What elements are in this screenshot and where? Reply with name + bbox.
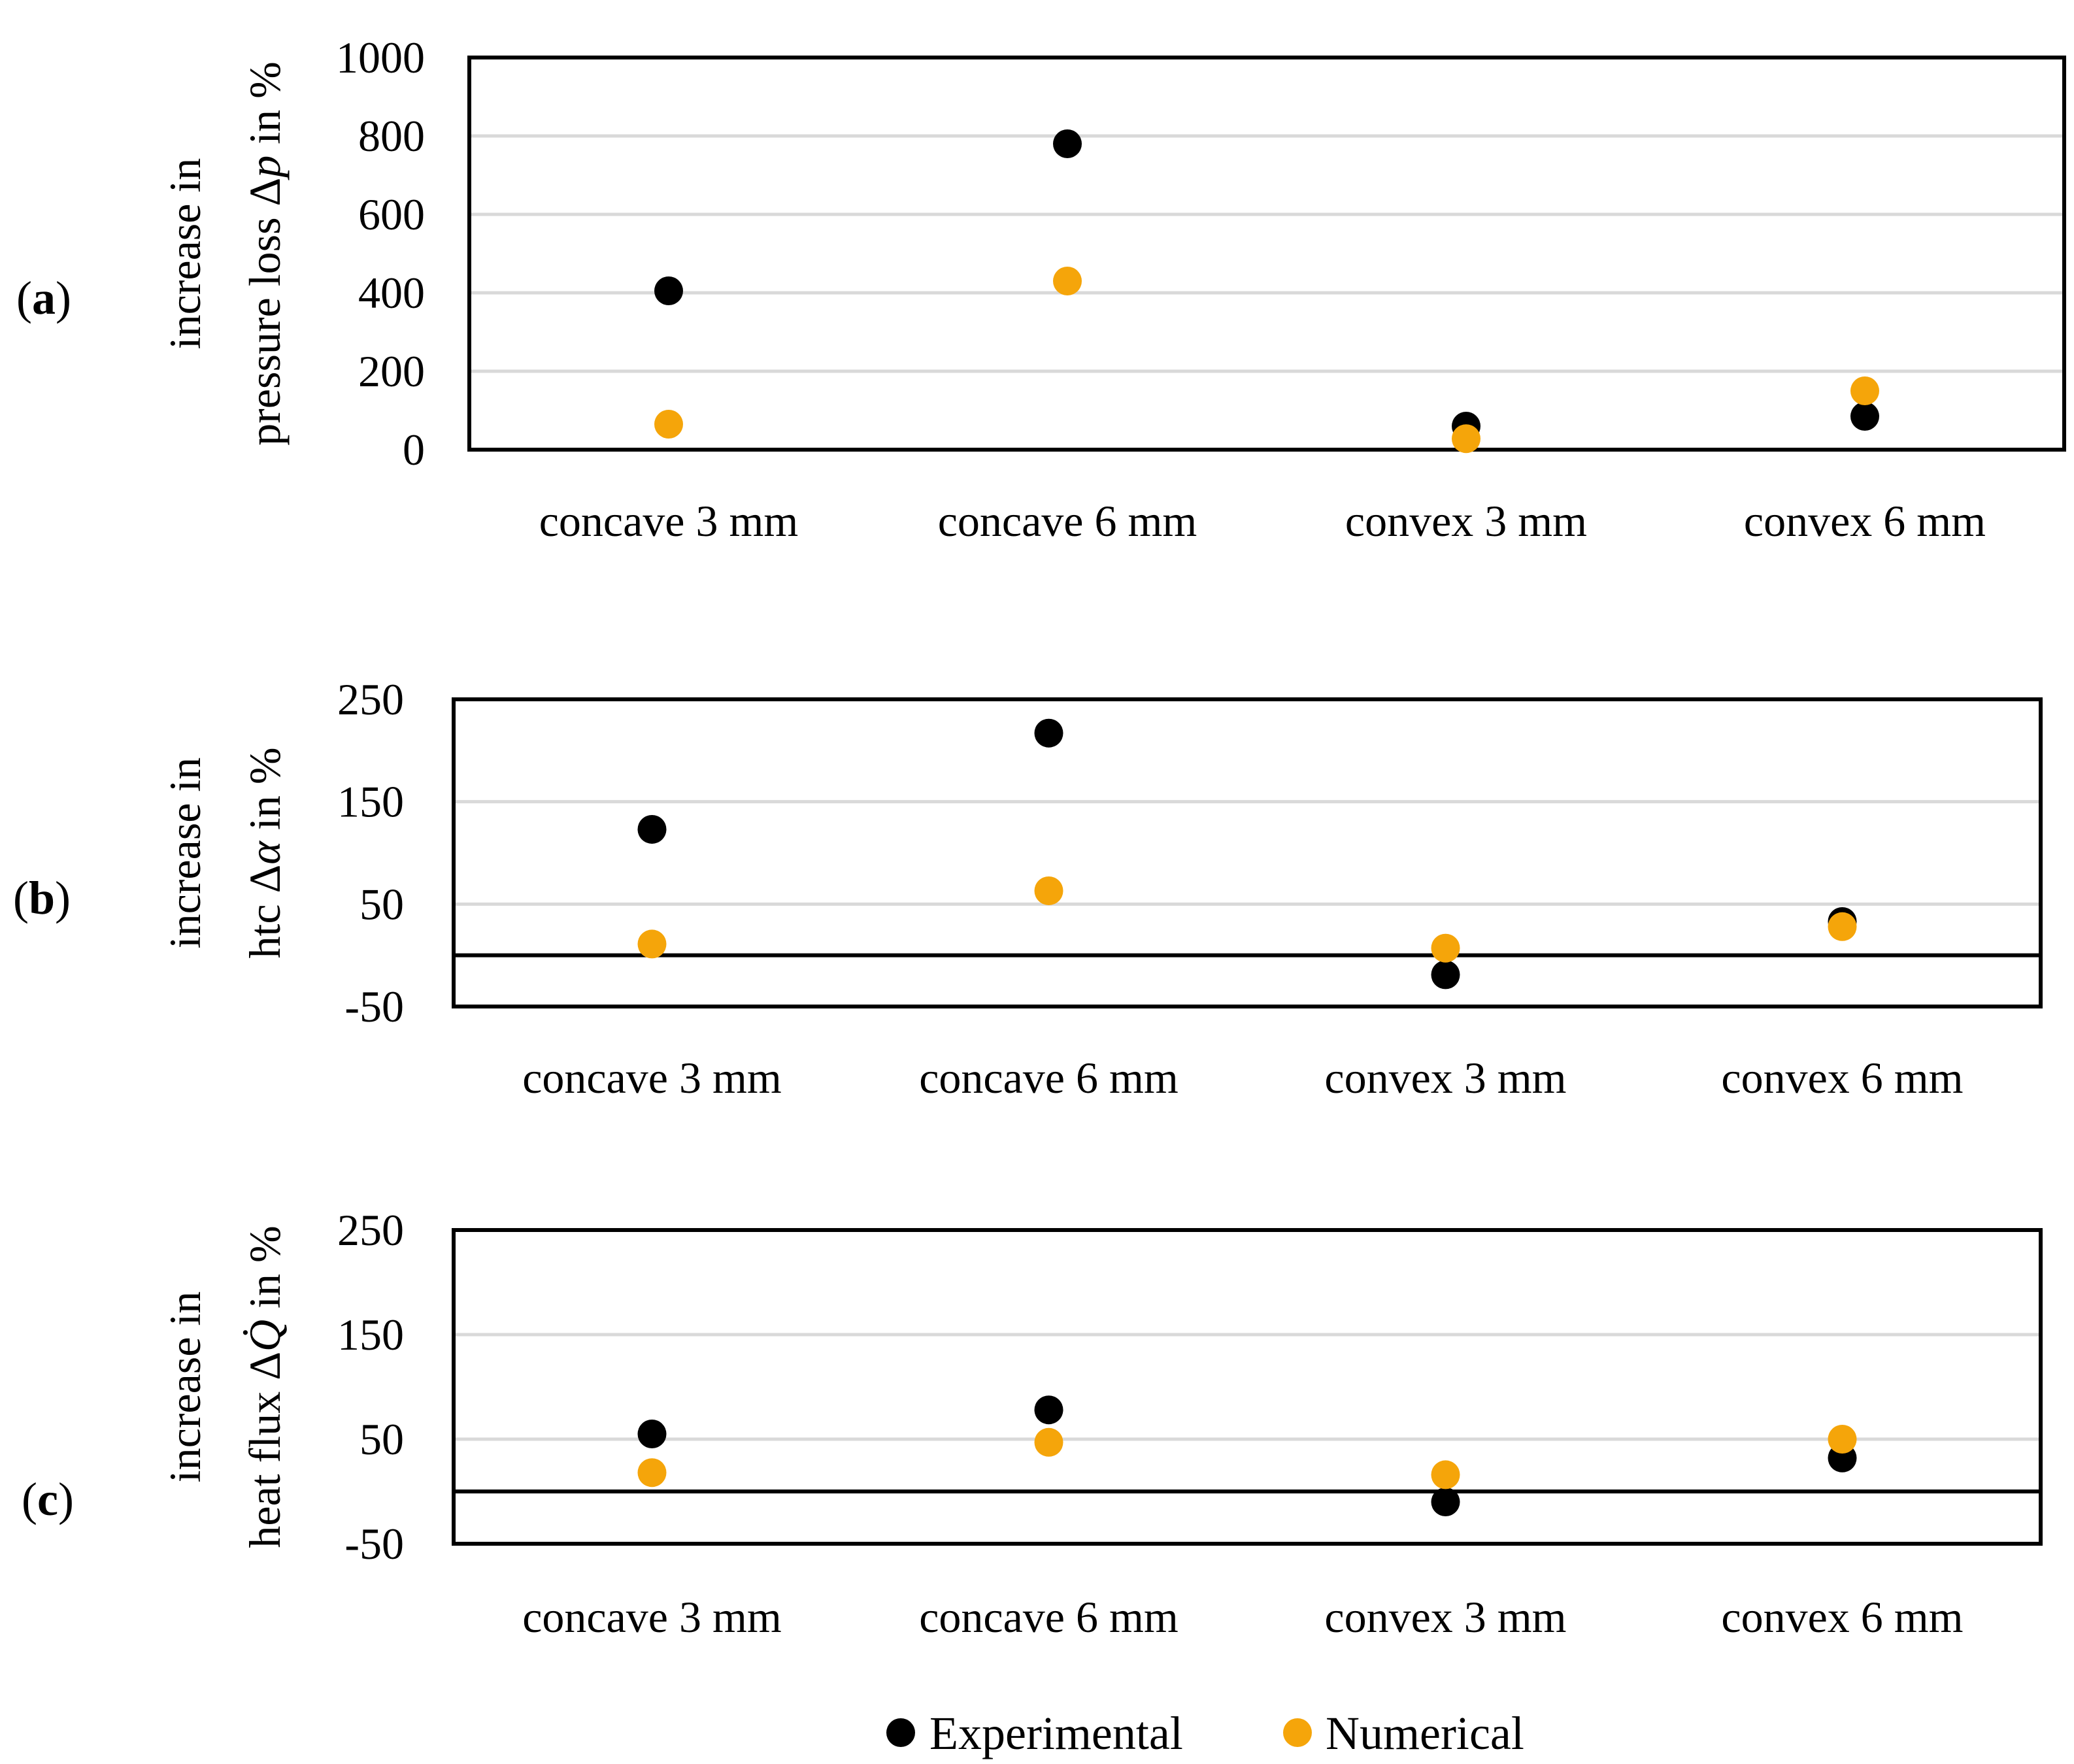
y-axis-label-prefix: heat flux Δ	[240, 1352, 290, 1548]
data-point-numerical	[1452, 424, 1480, 454]
panel-label-open: (	[16, 272, 32, 324]
plot-frame	[467, 56, 2066, 452]
y-axis-label-line2: pressure loss Δp in %	[240, 61, 290, 446]
y-axis-label-line1: increase in	[160, 1291, 210, 1483]
data-point-experimental	[654, 276, 683, 305]
x-category-label: concave 6 mm	[919, 1592, 1179, 1642]
data-point-experimental	[1431, 960, 1460, 990]
y-axis-label-suffix: in %	[240, 1225, 290, 1320]
panel-label-a: (a)	[16, 272, 71, 324]
y-tick-label: 50	[360, 1414, 404, 1464]
y-tick-label: 200	[358, 346, 425, 396]
x-category-label: concave 3 mm	[539, 496, 799, 546]
x-category-label: convex 3 mm	[1345, 496, 1587, 546]
legend-label-experimental: Experimental	[929, 1707, 1183, 1759]
y-axis-label-line2: heat flux ΔQ̇ in %	[240, 1225, 290, 1548]
y-axis-label-prefix: htc Δ	[240, 865, 290, 959]
y-axis-label-prefix: pressure loss Δ	[240, 178, 290, 446]
data-point-experimental	[637, 814, 667, 844]
y-axis-label-variable: α	[240, 840, 290, 865]
data-point-numerical	[637, 929, 667, 959]
data-point-numerical	[1053, 267, 1082, 295]
chart-panel-c: -50 50 150 250 concave 3 mm concave 6 mm conve…	[22, 1205, 2043, 1642]
panel-label-open: (	[22, 1473, 37, 1525]
y-axis-label-line2: htc Δα in %	[240, 747, 290, 958]
y-tick-label: 150	[337, 777, 404, 827]
x-category-label: concave 3 mm	[522, 1053, 782, 1103]
chart-panel-b: -50 50 150 250 concave 3 mm concave 6 mm conve…	[13, 674, 2043, 1103]
legend-marker-experimental	[886, 1718, 915, 1747]
data-point-experimental	[1034, 718, 1063, 748]
data-point-numerical	[1850, 376, 1879, 405]
panel-label-c: (c)	[22, 1473, 74, 1525]
legend: Experimental Numerical	[886, 1707, 1524, 1759]
x-category-label: convex 3 mm	[1324, 1053, 1566, 1103]
y-tick-label: 50	[360, 879, 404, 929]
data-point-experimental	[1034, 1395, 1063, 1425]
panel-label-open: (	[13, 872, 29, 924]
y-axis-label-line1: increase in	[160, 158, 210, 350]
data-point-numerical	[1431, 933, 1460, 963]
legend-label-numerical: Numerical	[1326, 1707, 1524, 1759]
x-category-label: concave 6 mm	[919, 1053, 1179, 1103]
data-point-experimental	[1431, 1488, 1460, 1516]
x-category-label: convex 6 mm	[1721, 1053, 1963, 1103]
y-tick-label: 0	[403, 425, 425, 474]
data-point-numerical	[1828, 1425, 1857, 1454]
y-tick-label: 600	[358, 190, 425, 239]
y-tick-label: 250	[337, 1205, 404, 1255]
x-category-label: concave 3 mm	[522, 1592, 782, 1642]
data-point-experimental	[1850, 402, 1879, 431]
y-axis-label-variable: Q̇	[240, 1320, 290, 1352]
data-point-numerical	[1034, 876, 1063, 905]
chart-panel-a: 0 200 400 600 800 1000 concave 3 mm concave 6 m…	[16, 33, 2066, 546]
y-axis-label-suffix: in %	[240, 747, 290, 841]
plot-frame	[452, 1228, 2043, 1546]
y-axis-label-line1: increase in	[160, 757, 210, 949]
y-axis-label-variable: p	[240, 156, 290, 180]
y-tick-label: -50	[344, 982, 404, 1031]
panel-label-close: )	[55, 872, 71, 924]
data-point-numerical	[1828, 912, 1857, 941]
legend-marker-numerical	[1283, 1718, 1312, 1747]
y-tick-label: 800	[358, 111, 425, 161]
panel-label-letter: b	[29, 872, 55, 924]
panel-label-b: (b)	[13, 872, 71, 924]
data-point-experimental	[1053, 129, 1082, 158]
panel-label-close: )	[56, 272, 71, 324]
y-tick-label: 150	[337, 1310, 404, 1359]
panel-label-letter: a	[32, 272, 56, 324]
plot-frame	[452, 697, 2043, 1008]
data-point-numerical	[1034, 1427, 1063, 1457]
y-tick-label: 400	[358, 268, 425, 318]
y-tick-label: -50	[344, 1519, 404, 1569]
y-axis-label-suffix: in %	[240, 61, 290, 156]
data-point-numerical	[654, 410, 683, 439]
data-point-numerical	[637, 1458, 667, 1488]
x-category-label: convex 6 mm	[1744, 496, 1986, 546]
panel-label-close: )	[58, 1473, 74, 1525]
data-point-numerical	[1431, 1460, 1460, 1489]
x-category-label: convex 6 mm	[1721, 1592, 1963, 1642]
x-category-label: concave 6 mm	[938, 496, 1197, 546]
y-tick-label: 250	[337, 674, 404, 724]
x-category-label: convex 3 mm	[1324, 1592, 1566, 1642]
y-tick-label: 1000	[336, 33, 425, 82]
data-point-experimental	[637, 1420, 667, 1448]
panel-label-letter: c	[37, 1473, 58, 1525]
